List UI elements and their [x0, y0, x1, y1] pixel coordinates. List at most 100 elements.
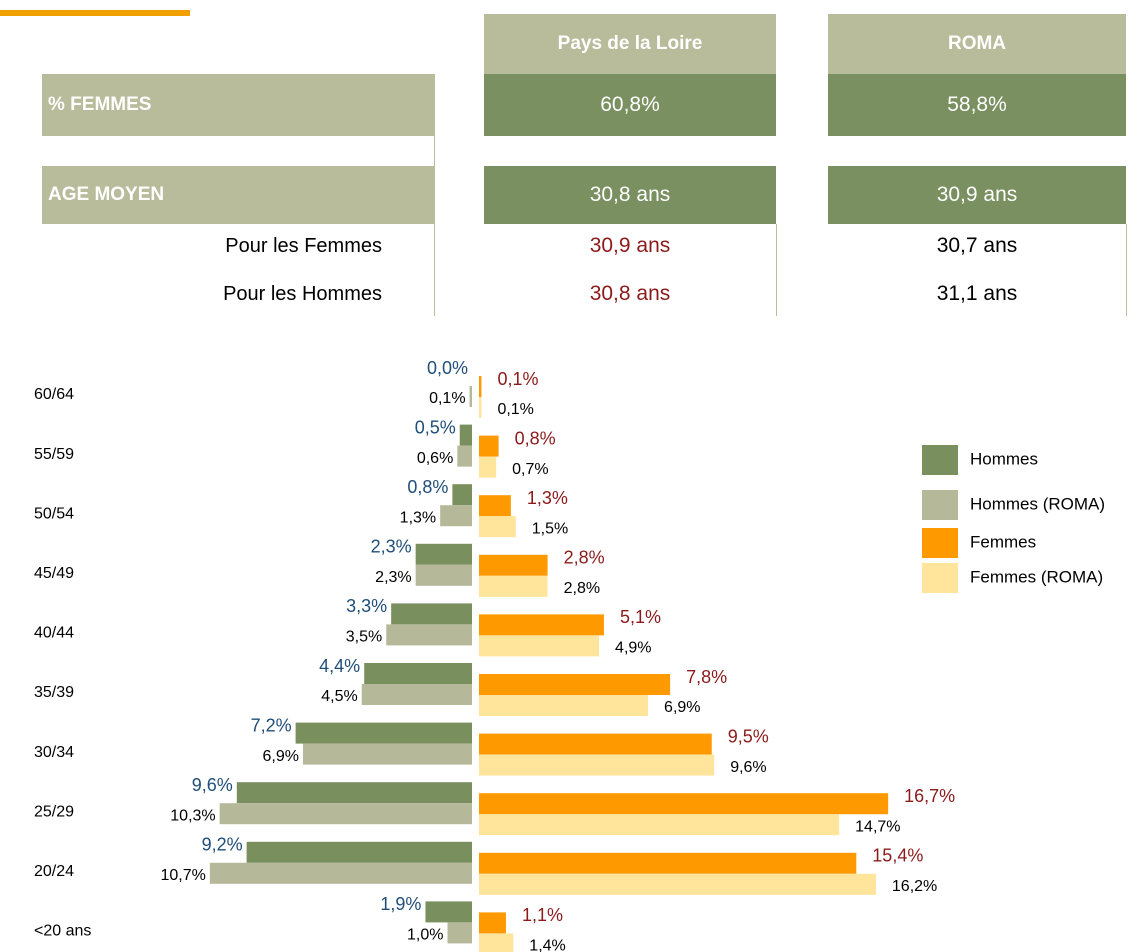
- header-cell: Pays de la Loire: [484, 14, 776, 74]
- cell: 30,8 ans: [589, 282, 671, 305]
- divider: [434, 136, 435, 316]
- value-label: 9,5%: [728, 726, 769, 746]
- value-label: 1,3%: [527, 488, 568, 508]
- legend-swatch: [922, 563, 958, 593]
- accent-line: [0, 10, 190, 16]
- bar: [452, 484, 472, 506]
- bar: [479, 516, 516, 538]
- bar: [479, 376, 482, 397]
- bar: [479, 733, 712, 755]
- bar: [440, 505, 472, 527]
- bar: [479, 933, 514, 952]
- category-label: <20 ans: [34, 923, 91, 940]
- category-label: 60/64: [34, 386, 74, 403]
- bar: [415, 543, 472, 565]
- value-label: 1,0%: [407, 927, 443, 944]
- bar: [295, 722, 472, 744]
- value-label: 1,9%: [380, 894, 421, 914]
- value-label: 16,7%: [904, 786, 955, 806]
- category-label: 20/24: [34, 863, 74, 880]
- value-label: 0,0%: [427, 358, 468, 378]
- value-label: 2,3%: [375, 569, 411, 586]
- value-label: 3,5%: [346, 629, 382, 646]
- bar: [246, 841, 472, 863]
- divider: [1126, 224, 1127, 316]
- bar: [236, 782, 472, 804]
- cell: 60,8%: [484, 74, 776, 136]
- bar: [386, 624, 472, 646]
- value-label: 4,9%: [615, 640, 651, 657]
- category-label: 40/44: [34, 625, 74, 642]
- value-label: 1,1%: [522, 905, 563, 925]
- row-label: AGE MOYEN: [42, 166, 435, 224]
- value-label: 2,8%: [564, 548, 605, 568]
- bar: [425, 901, 472, 923]
- value-label: 1,5%: [532, 520, 568, 537]
- value-label: 5,1%: [620, 607, 661, 627]
- bar: [361, 684, 472, 705]
- category-label: 55/59: [34, 446, 74, 463]
- cell: 30,9 ans: [589, 234, 671, 257]
- bar: [479, 814, 840, 836]
- category-label: 50/54: [34, 505, 74, 522]
- value-label: 6,9%: [664, 699, 700, 716]
- bar: [479, 435, 499, 457]
- value-label: 9,6%: [192, 775, 233, 795]
- value-label: 10,3%: [170, 807, 215, 824]
- bar: [469, 386, 472, 407]
- bar: [479, 695, 649, 716]
- value-label: 14,7%: [855, 818, 900, 835]
- bar: [209, 862, 472, 884]
- category-label: 25/29: [34, 803, 74, 820]
- value-label: 9,6%: [730, 759, 766, 776]
- value-label: 10,7%: [160, 867, 205, 884]
- value-label: 0,8%: [515, 428, 556, 448]
- bar: [447, 922, 472, 944]
- category-label: 35/39: [34, 684, 74, 701]
- legend-swatch: [922, 445, 958, 475]
- value-label: 0,5%: [415, 417, 456, 437]
- value-label: 0,8%: [407, 477, 448, 497]
- value-label: 15,4%: [872, 846, 923, 866]
- bar: [479, 635, 600, 657]
- value-label: 0,7%: [512, 461, 548, 478]
- bar: [479, 554, 548, 576]
- value-label: 9,2%: [202, 835, 243, 855]
- bar: [479, 793, 889, 815]
- bar: [364, 663, 472, 684]
- value-label: 7,2%: [251, 715, 292, 735]
- value-label: 1,4%: [529, 938, 565, 952]
- divider: [776, 224, 777, 316]
- value-label: 4,4%: [319, 656, 360, 676]
- bar: [479, 912, 506, 934]
- bar: [391, 603, 472, 625]
- row-label: Pour les Femmes: [225, 234, 382, 257]
- cell: 31,1 ans: [936, 282, 1018, 305]
- value-label: 0,1%: [497, 369, 538, 389]
- bar: [479, 754, 715, 776]
- bar: [479, 873, 876, 895]
- bar: [457, 445, 472, 467]
- bar: [479, 852, 857, 874]
- value-label: 3,3%: [346, 596, 387, 616]
- bar: [219, 803, 472, 825]
- bar: [479, 614, 604, 636]
- legend-label: Femmes (ROMA): [970, 567, 1103, 586]
- value-label: 0,6%: [417, 450, 453, 467]
- legend-label: Femmes: [970, 532, 1036, 551]
- row-label: Pour les Hommes: [223, 282, 382, 305]
- value-label: 4,5%: [321, 688, 357, 705]
- bar: [479, 456, 497, 478]
- value-label: 1,3%: [400, 509, 436, 526]
- cell: 30,9 ans: [828, 166, 1126, 224]
- legend-label: Hommes (ROMA): [970, 494, 1105, 513]
- cell: 30,7 ans: [936, 234, 1018, 257]
- value-label: 2,3%: [371, 537, 412, 557]
- value-label: 7,8%: [686, 667, 727, 687]
- cell: 58,8%: [828, 74, 1126, 136]
- value-label: 2,8%: [564, 580, 600, 597]
- bar: [302, 743, 472, 765]
- bar: [415, 564, 472, 586]
